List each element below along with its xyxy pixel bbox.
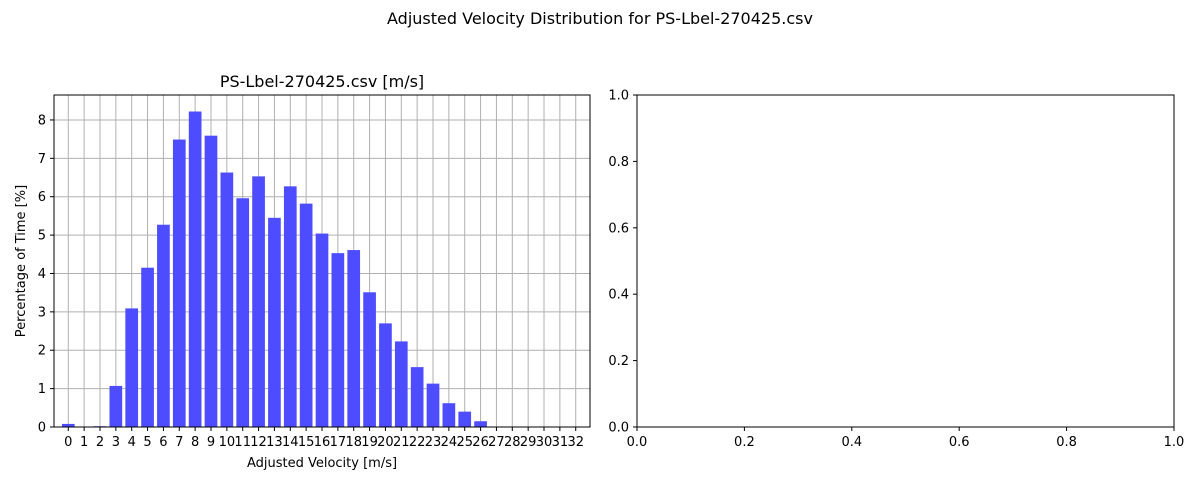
- histogram-bar: [426, 383, 440, 427]
- y-tick-label: 0.2: [608, 354, 629, 369]
- x-tick-label: 26: [472, 435, 489, 450]
- histogram-x-ticks: 0 1 2 3 4 5 6 7 8 9 10 11 12 13 14 15 16 17 18 19 20 21 22 23 24…: [64, 427, 584, 450]
- histogram-bar: [172, 139, 186, 428]
- x-tick-label: 11: [234, 435, 251, 450]
- x-tick-label: 19: [361, 435, 378, 450]
- y-tick-label: 3: [38, 305, 46, 320]
- figure-suptitle: Adjusted Velocity Distribution for PS-Lb…: [387, 9, 813, 28]
- x-tick-label: 28: [504, 435, 521, 450]
- x-tick-label: 15: [298, 435, 315, 450]
- x-tick-label: 0.8: [1056, 435, 1077, 450]
- histogram-x-axis-label: Adjusted Velocity [m/s]: [247, 456, 397, 471]
- empty-axes-x-ticks: 0.0 0.2 0.4 0.6 0.8 1.0: [627, 427, 1185, 450]
- histogram-bar: [283, 186, 297, 427]
- x-tick-label: 3: [112, 435, 120, 450]
- histogram-bar: [379, 323, 392, 427]
- histogram-bar: [61, 423, 75, 427]
- x-tick-label: 29: [520, 435, 537, 450]
- histogram-bar: [220, 172, 234, 427]
- y-tick-label: 5: [38, 229, 46, 244]
- x-tick-label: 13: [266, 435, 283, 450]
- x-tick-label: 31: [552, 435, 569, 450]
- velocity-histogram-axes: 0 1 2 3 4 5 6 7 8 9 10 11 12 13 14 15 16 17 18 19 20 21 22 23 24…: [14, 72, 591, 471]
- x-tick-label: 4: [128, 435, 136, 450]
- histogram-y-axis-label: Percentage of Time [%]: [14, 185, 29, 337]
- x-tick-label: 17: [330, 435, 347, 450]
- x-tick-label: 22: [409, 435, 426, 450]
- x-tick-label: 12: [250, 435, 267, 450]
- histogram-bars: [61, 111, 487, 428]
- x-tick-label: 1.0: [1164, 435, 1185, 450]
- x-tick-label: 27: [488, 435, 505, 450]
- x-tick-label: 8: [191, 435, 199, 450]
- x-tick-label: 1: [80, 435, 88, 450]
- y-tick-label: 7: [38, 152, 46, 167]
- histogram-bar: [299, 203, 313, 427]
- x-tick-label: 7: [175, 435, 183, 450]
- y-tick-label: 0.6: [608, 221, 629, 236]
- empty-axes: 0.0 0.2 0.4 0.6 0.8 1.0 0.0 0.2 0.4 0.6 0.8 1.0: [608, 89, 1184, 451]
- x-tick-label: 32: [567, 435, 584, 450]
- y-tick-label: 4: [38, 267, 46, 282]
- histogram-y-ticks: 0 1 2 3 4 5 6 7 8: [38, 113, 54, 436]
- histogram-bar: [474, 421, 487, 427]
- y-tick-label: 2: [38, 344, 46, 359]
- histogram-bar: [188, 111, 202, 428]
- y-tick-label: 0.0: [608, 421, 629, 436]
- histogram-bar: [442, 403, 456, 427]
- histogram-bar: [109, 385, 123, 427]
- x-tick-label: 10: [219, 435, 236, 450]
- histogram-bar: [331, 253, 345, 427]
- x-tick-label: 9: [207, 435, 215, 450]
- x-tick-label: 25: [456, 435, 473, 450]
- histogram-bar: [458, 411, 472, 427]
- x-tick-label: 16: [314, 435, 331, 450]
- histogram-bar: [125, 308, 139, 427]
- histogram-bar: [157, 224, 170, 427]
- histogram-bar: [394, 341, 408, 427]
- x-tick-label: 5: [143, 435, 151, 450]
- y-tick-label: 6: [38, 190, 46, 205]
- x-tick-label: 0.4: [841, 435, 862, 450]
- y-tick-label: 8: [38, 113, 46, 128]
- x-tick-label: 18: [345, 435, 362, 450]
- histogram-title: PS-Lbel-270425.csv [m/s]: [220, 72, 424, 91]
- x-tick-label: 20: [377, 435, 394, 450]
- histogram-bar: [363, 292, 376, 427]
- histogram-bar: [204, 135, 218, 427]
- histogram-bar: [410, 367, 424, 427]
- x-tick-label: 30: [536, 435, 553, 450]
- y-tick-label: 0.4: [608, 288, 629, 303]
- y-tick-label: 1: [38, 382, 46, 397]
- histogram-bar: [141, 267, 154, 427]
- histogram-bar: [252, 176, 265, 427]
- histogram-bar: [268, 217, 281, 427]
- empty-axes-y-ticks: 0.0 0.2 0.4 0.6 0.8 1.0: [608, 89, 637, 436]
- x-tick-label: 0.0: [627, 435, 648, 450]
- histogram-bar: [347, 250, 361, 427]
- x-tick-label: 21: [393, 435, 410, 450]
- x-tick-label: 0: [64, 435, 72, 450]
- histogram-bar: [236, 198, 250, 427]
- y-tick-label: 0.8: [608, 155, 629, 170]
- histogram-bar: [315, 233, 329, 427]
- x-tick-label: 24: [441, 435, 458, 450]
- y-tick-label: 1.0: [608, 89, 629, 104]
- empty-axes-spines: [636, 94, 1175, 428]
- x-tick-label: 6: [159, 435, 167, 450]
- y-tick-label: 0: [38, 421, 46, 436]
- x-tick-label: 14: [282, 435, 299, 450]
- x-tick-label: 0.2: [734, 435, 755, 450]
- x-tick-label: 23: [425, 435, 442, 450]
- x-tick-label: 2: [96, 435, 104, 450]
- x-tick-label: 0.6: [949, 435, 970, 450]
